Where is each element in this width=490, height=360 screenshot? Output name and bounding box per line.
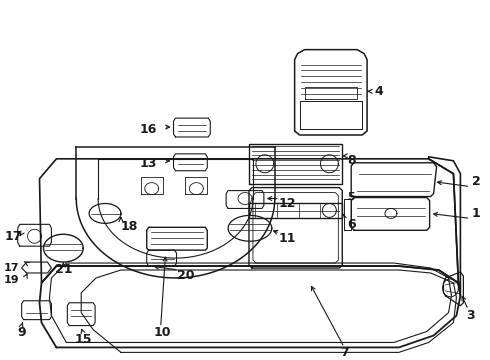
Text: 11: 11 (279, 232, 296, 245)
Text: 21: 21 (54, 264, 72, 276)
Text: 4: 4 (375, 85, 383, 98)
Text: 19: 19 (4, 275, 20, 285)
Text: 3: 3 (466, 309, 475, 322)
Text: 7: 7 (340, 346, 349, 359)
Text: 16: 16 (140, 122, 157, 136)
Text: 2: 2 (472, 175, 481, 188)
Text: 17: 17 (4, 263, 20, 273)
Text: 13: 13 (140, 157, 157, 170)
Text: 18: 18 (120, 220, 138, 233)
Text: 15: 15 (74, 333, 92, 346)
Text: 17: 17 (5, 230, 23, 243)
Text: 9: 9 (17, 326, 26, 339)
Text: 10: 10 (154, 326, 172, 339)
Text: 20: 20 (177, 269, 194, 283)
Text: 8: 8 (347, 154, 356, 167)
Text: 6: 6 (347, 218, 356, 231)
Text: 5: 5 (347, 192, 355, 202)
Text: 12: 12 (279, 197, 296, 210)
Text: 1: 1 (472, 207, 481, 220)
